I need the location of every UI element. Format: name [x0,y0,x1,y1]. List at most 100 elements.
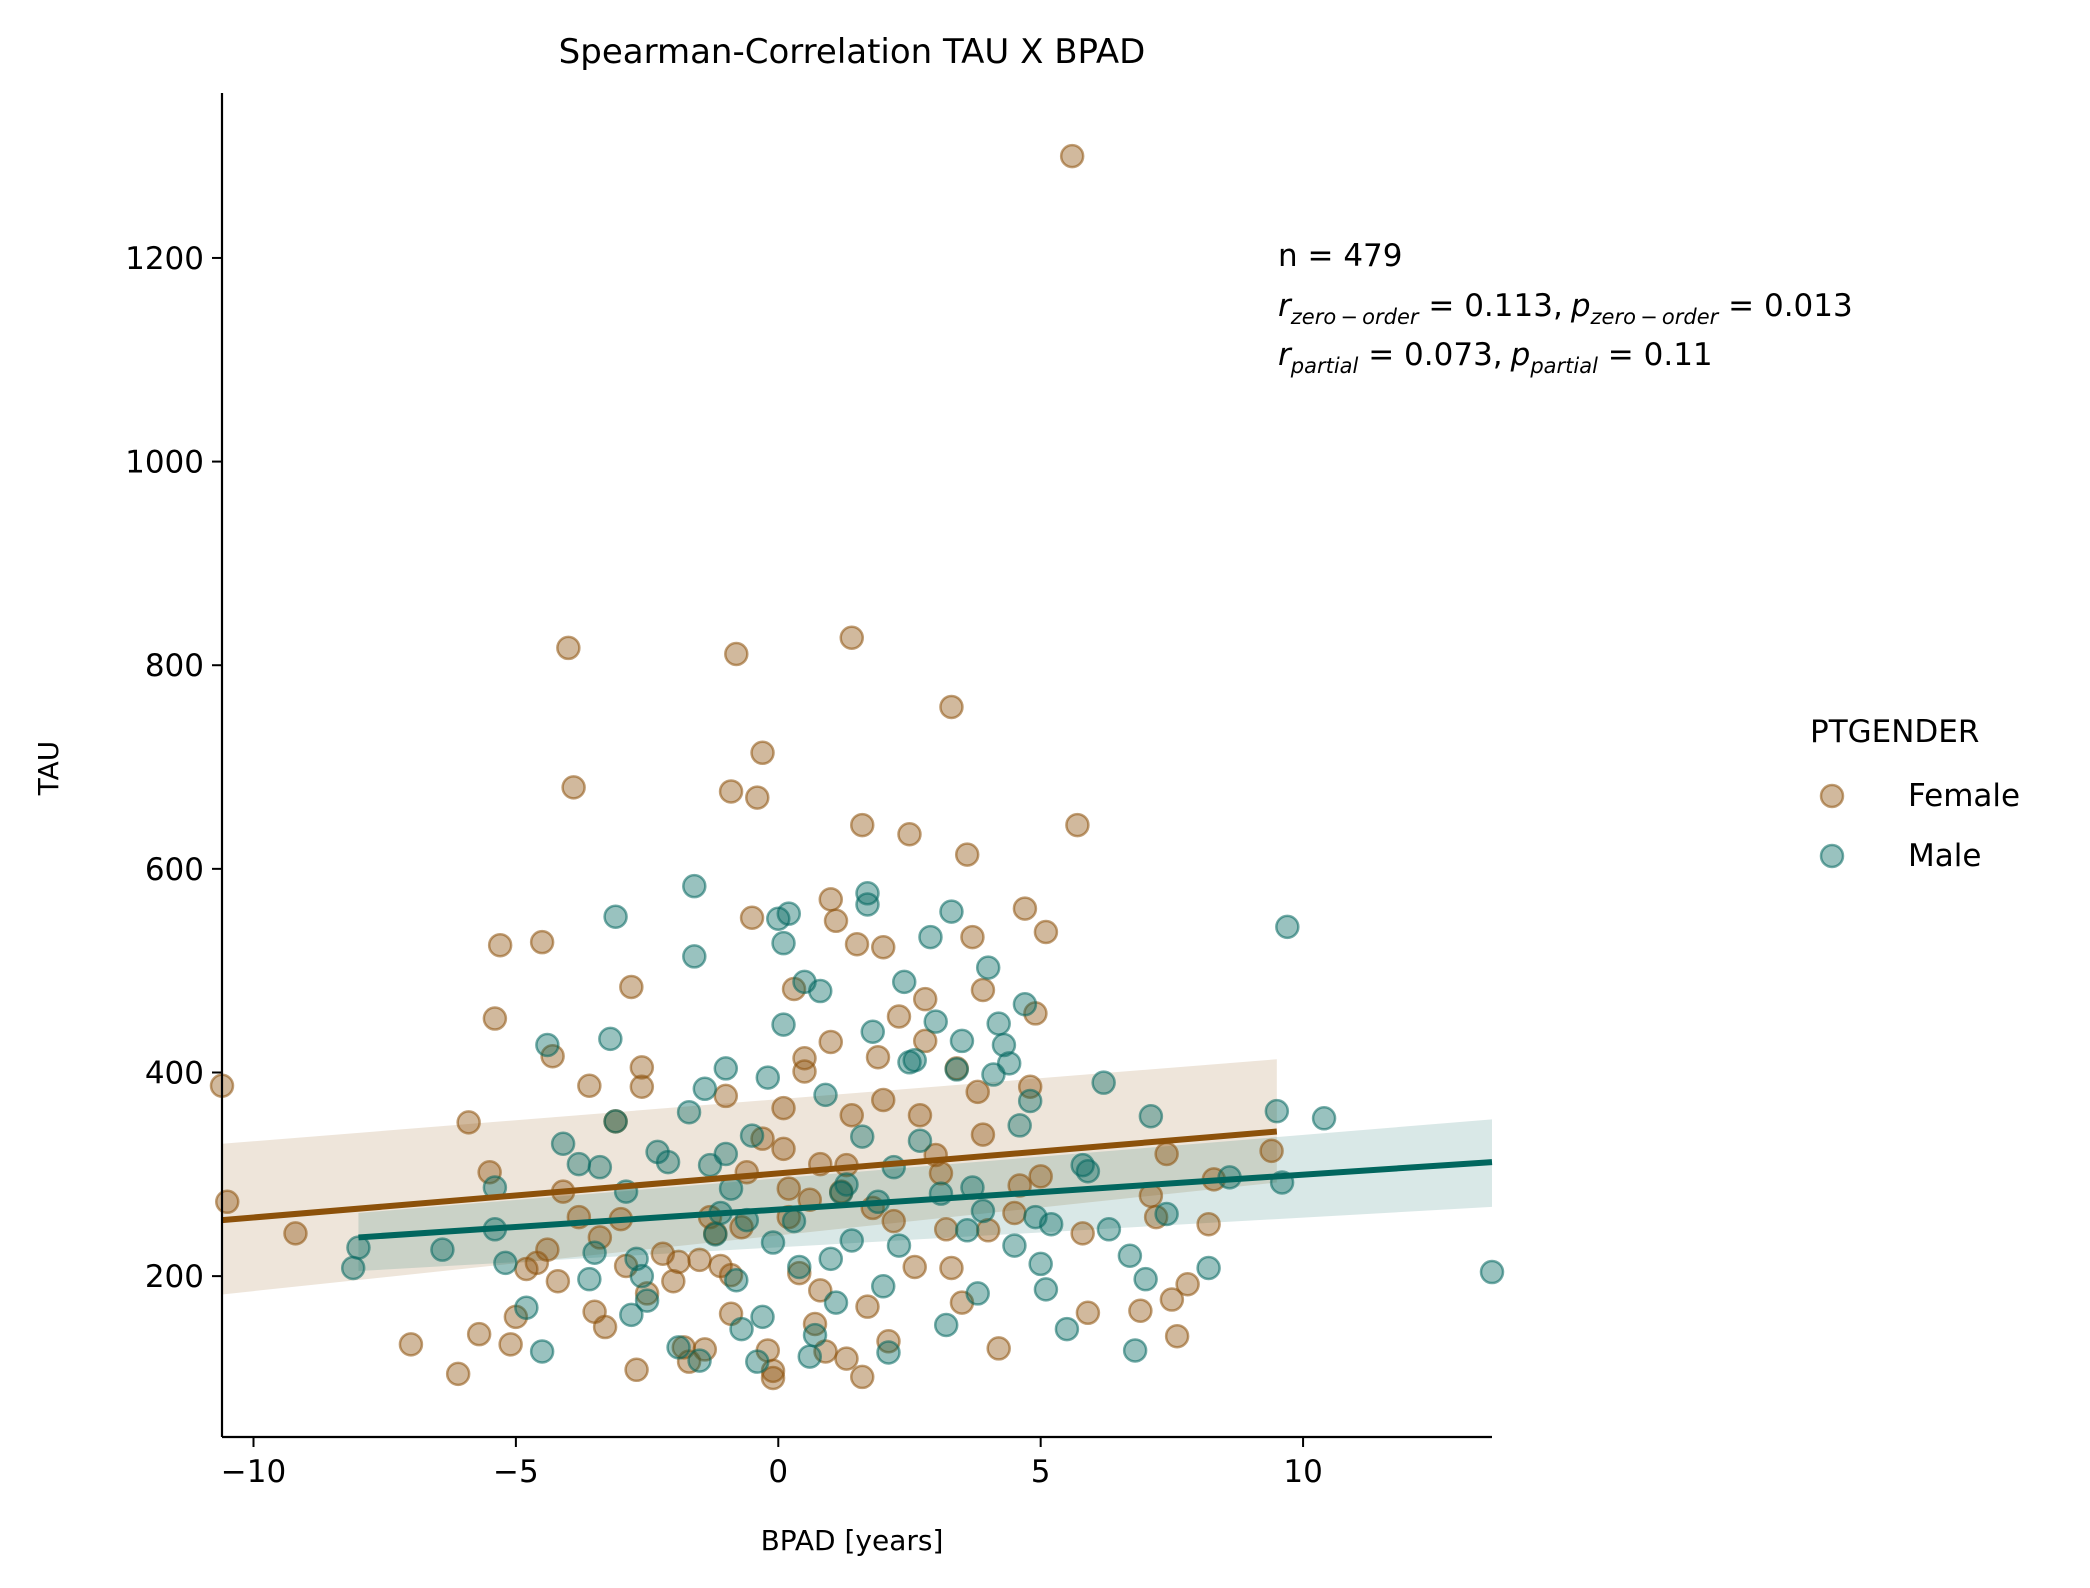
point-male [923,1009,948,1034]
point-male [676,1099,702,1125]
point-male [1038,1211,1064,1237]
point-male [1028,1251,1053,1277]
point-female [687,1247,712,1273]
point-male [986,1011,1011,1036]
point-male [954,1218,980,1243]
y-tick-label: 400 [145,1055,204,1091]
point-male [1311,1106,1337,1131]
point-male [849,1124,875,1149]
point-female [970,1122,996,1147]
point-male [682,873,707,899]
axes: −10 −5 0 5 10 200 400 600 800 1000 1200 [125,93,1492,1490]
x-tick-label: 5 [1031,1454,1051,1490]
point-male [619,1302,644,1328]
point-male [430,1237,455,1262]
regression-lines [221,1128,1493,1241]
point-female [912,986,938,1012]
point-male [1054,1316,1080,1342]
point-female [960,924,985,950]
point-female [839,625,865,650]
regression-line-male [358,1159,1493,1241]
point-female [1159,1287,1185,1312]
annotation-zero-order: rzero − order = 0.113, pzero − order = 0.… [1278,288,1853,329]
point-male [839,1228,865,1253]
point-female [928,1161,954,1186]
point-female [1259,1138,1284,1164]
point-female [886,1004,912,1029]
r-partial-subscript: partial [1290,354,1359,378]
point-male [535,1032,560,1058]
point-male [703,1222,728,1247]
point-female [902,1254,927,1280]
r-zero-order-symbol: r [1278,288,1293,324]
point-female [445,1361,471,1387]
point-male [949,1028,975,1054]
point-male [802,1322,828,1348]
p-partial-subscript: partial [1529,354,1598,378]
legend-label-female: Female [1908,778,2020,814]
point-female [1033,919,1059,945]
point-male [587,1154,613,1180]
point-female [739,905,765,930]
point-male [886,1233,912,1258]
point-male [1196,1255,1221,1281]
point-male [713,1056,739,1081]
point-female [1065,812,1090,838]
x-axis-label: BPAD [years] [761,1524,944,1557]
point-female [556,635,581,661]
point-female [839,1103,865,1128]
stats-annotation: n = 479 rzero − order = 0.113, pzero − or… [1278,238,1853,378]
point-male [729,1316,754,1342]
point-male [745,1349,770,1374]
point-female [881,1208,906,1234]
point-female [792,1059,817,1084]
point-female [844,931,870,957]
p-partial-symbol: p [1510,337,1531,373]
point-male [577,1266,602,1292]
point-female [745,785,770,810]
p-zero-order-subscript: zero − order [1590,305,1720,329]
point-male [598,1026,623,1052]
point-female [456,1110,481,1135]
point-male [629,1263,655,1289]
point-female [870,935,896,960]
point-male [1075,1159,1101,1184]
y-tick-label: 1000 [125,445,204,481]
point-male [975,955,1001,980]
y-tick-label: 600 [145,852,204,888]
point-male [1096,1217,1122,1242]
point-female [771,1095,796,1121]
point-male [1012,992,1038,1017]
point-female [849,812,875,838]
point-male [1002,1233,1027,1258]
point-male [603,1109,628,1134]
x-tick-label: −5 [493,1454,539,1490]
point-female [214,1189,240,1215]
point-male [1117,1243,1143,1269]
point-female [750,740,775,766]
point-female [577,1073,602,1098]
point-male [818,1246,844,1272]
point-female [666,1249,691,1275]
point-male [876,1340,901,1365]
point-male [933,1312,959,1338]
point-female [713,1083,739,1109]
point-male [666,1335,691,1360]
point-male [834,1172,859,1197]
point-male [1033,1277,1059,1302]
point-female [865,1044,891,1070]
point-female [776,1176,802,1201]
point-male [918,924,943,950]
point-female [629,1074,655,1099]
point-male [582,1240,607,1265]
point-male [340,1255,366,1281]
point-female [787,1260,812,1286]
point-female [939,694,964,720]
r-partial-symbol: r [1278,337,1293,373]
legend-label-male: Male [1908,838,1981,874]
point-female [986,1336,1011,1361]
point-male [750,1304,775,1330]
point-female [954,842,980,867]
point-female [1196,1211,1221,1237]
point-female [939,1255,964,1281]
